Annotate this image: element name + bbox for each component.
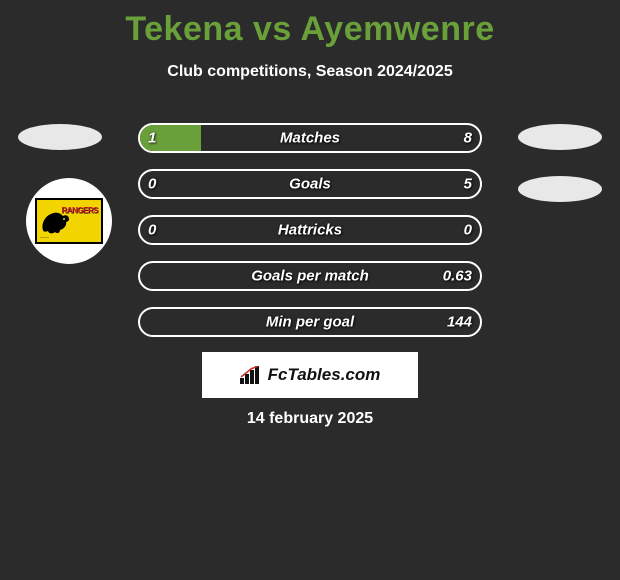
bar-value-right: 0.63 [443, 268, 472, 285]
player-right-avatar-placeholder [518, 124, 602, 150]
player-right-club-placeholder [518, 176, 602, 202]
bar-label: Min per goal [266, 314, 354, 331]
bar-label: Matches [280, 130, 340, 147]
player-left-club-badge: RANGERS –––– [26, 178, 112, 264]
bar-value-right: 0 [464, 222, 472, 239]
bar-label: Hattricks [278, 222, 342, 239]
bar-value-right: 144 [447, 314, 472, 331]
bar-label: Goals [289, 176, 331, 193]
stat-row: 1 Matches 8 [138, 123, 482, 153]
page-title: Tekena vs Ayemwenre [0, 0, 620, 49]
rangers-badge: RANGERS –––– [35, 198, 103, 244]
stats-bars: 1 Matches 8 0 Goals 5 0 Hattricks 0 Goals per mat… [138, 123, 482, 353]
stat-row: 0 Hattricks 0 [138, 215, 482, 245]
bar-value-left: 0 [148, 176, 156, 193]
bar-value-left: 1 [148, 130, 156, 147]
player-left-avatar-placeholder [18, 124, 102, 150]
brand-box: FcTables.com [202, 352, 418, 398]
date-text: 14 february 2025 [247, 410, 373, 428]
badge-subline: –––– [40, 234, 49, 239]
bar-value-left: 0 [148, 222, 156, 239]
stat-row: 0 Goals 5 [138, 169, 482, 199]
badge-label: RANGERS [61, 206, 98, 215]
subtitle: Club competitions, Season 2024/2025 [0, 63, 620, 81]
stat-row: Goals per match 0.63 [138, 261, 482, 291]
bar-value-right: 5 [464, 176, 472, 193]
bar-value-right: 8 [464, 130, 472, 147]
stat-row: Min per goal 144 [138, 307, 482, 337]
brand-icon [240, 366, 262, 384]
bar-label: Goals per match [251, 268, 369, 285]
brand-text: FcTables.com [268, 365, 381, 385]
